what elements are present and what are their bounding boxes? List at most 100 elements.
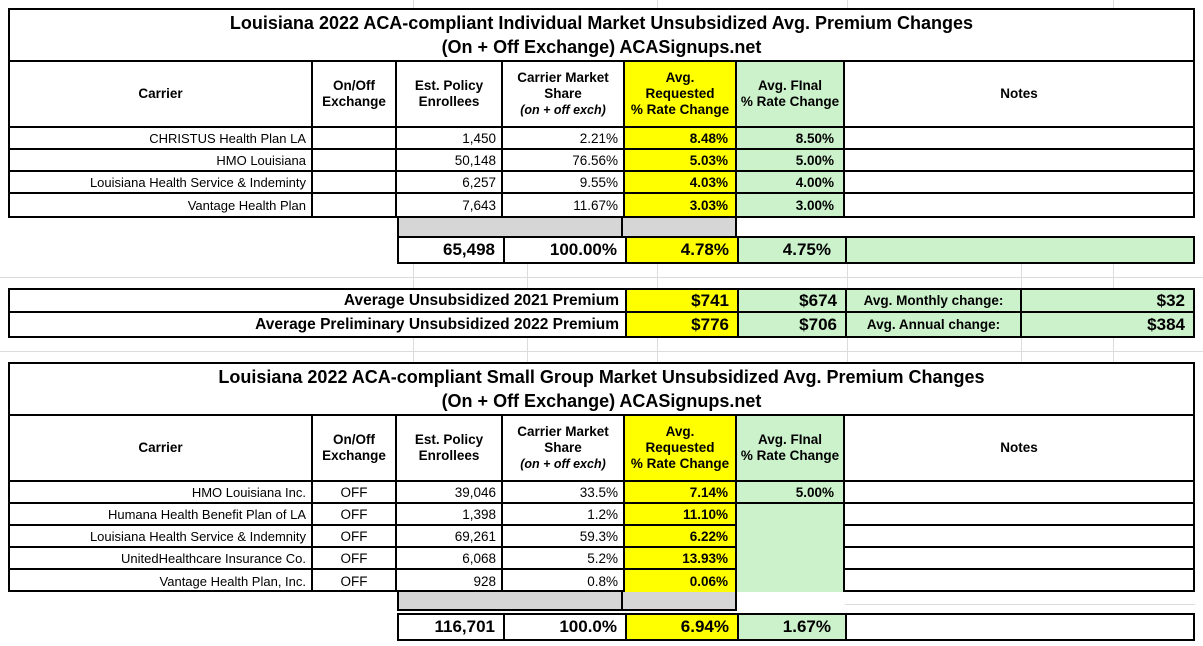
share-cell[interactable]: 9.55% (503, 172, 625, 194)
notes-cell[interactable] (845, 172, 1193, 194)
requested-cell[interactable]: 7.14% (625, 482, 737, 504)
spacer-cell[interactable] (399, 592, 623, 609)
individual-market-title[interactable]: Louisiana 2022 ACA-compliant Individual … (10, 10, 1193, 62)
carrier-cell[interactable]: UnitedHealthcare Insurance Co. (10, 548, 313, 570)
carrier-cell[interactable]: Louisiana Health Service & Indemnity (10, 526, 313, 548)
requested-cell[interactable]: 8.48% (625, 128, 737, 150)
notes-cell[interactable] (845, 504, 1193, 526)
spacer-cell[interactable] (623, 592, 735, 609)
summary-label[interactable]: Average Unsubsidized 2021 Premium (10, 290, 625, 313)
exchange-cell[interactable]: OFF (313, 570, 397, 592)
final-cell[interactable] (737, 504, 845, 526)
exchange-cell[interactable] (313, 150, 397, 172)
enrollees-cell[interactable]: 69,261 (397, 526, 503, 548)
header-market-share[interactable]: Carrier Market Share (on + off exch) (503, 62, 625, 128)
header-market-share[interactable]: Carrier Market Share (on + off exch) (503, 416, 625, 482)
requested-cell[interactable]: 3.03% (625, 194, 737, 216)
final-cell[interactable]: 3.00% (737, 194, 845, 216)
total-notes[interactable] (845, 238, 1193, 262)
summary-change-label[interactable]: Avg. Monthly change: (845, 290, 1020, 313)
final-cell[interactable] (737, 526, 845, 548)
header-requested[interactable]: Avg. Requested % Rate Change (625, 416, 737, 482)
final-cell[interactable] (737, 548, 845, 570)
total-final[interactable]: 4.75% (737, 238, 845, 262)
final-cell[interactable]: 4.00% (737, 172, 845, 194)
exchange-cell[interactable] (313, 172, 397, 194)
header-exchange[interactable]: On/Off Exchange (313, 62, 397, 128)
total-final[interactable]: 1.67% (737, 615, 845, 639)
header-final[interactable]: Avg. FInal % Rate Change (737, 62, 845, 128)
carrier-cell[interactable]: Humana Health Benefit Plan of LA (10, 504, 313, 526)
notes-cell[interactable] (845, 570, 1193, 592)
requested-cell[interactable]: 6.22% (625, 526, 737, 548)
enrollees-cell[interactable]: 1,450 (397, 128, 503, 150)
enrollees-cell[interactable]: 1,398 (397, 504, 503, 526)
total-requested[interactable]: 6.94% (625, 615, 737, 639)
total-requested[interactable]: 4.78% (625, 238, 737, 262)
carrier-cell[interactable]: Vantage Health Plan (10, 194, 313, 216)
share-cell[interactable]: 5.2% (503, 548, 625, 570)
carrier-cell[interactable]: HMO Louisiana (10, 150, 313, 172)
enrollees-cell[interactable]: 39,046 (397, 482, 503, 504)
requested-cell[interactable]: 11.10% (625, 504, 737, 526)
spacer-cell[interactable] (623, 218, 735, 236)
final-cell[interactable]: 8.50% (737, 128, 845, 150)
requested-cell[interactable]: 5.03% (625, 150, 737, 172)
carrier-cell[interactable]: Louisiana Health Service & Indeminty (10, 172, 313, 194)
total-enrollees[interactable]: 65,498 (443, 240, 495, 259)
header-requested[interactable]: Avg. Requested % Rate Change (625, 62, 737, 128)
summary-change-value[interactable]: $384 (1020, 313, 1193, 336)
summary-change-label[interactable]: Avg. Annual change: (845, 313, 1020, 336)
share-cell[interactable]: 0.8% (503, 570, 625, 592)
small-group-title[interactable]: Louisiana 2022 ACA-compliant Small Group… (10, 364, 1193, 416)
total-notes[interactable] (845, 615, 1193, 639)
notes-cell[interactable] (845, 526, 1193, 548)
exchange-cell[interactable] (313, 194, 397, 216)
header-notes[interactable]: Notes (845, 416, 1193, 482)
requested-cell[interactable]: 4.03% (625, 172, 737, 194)
summary-final[interactable]: $706 (737, 313, 845, 336)
exchange-cell[interactable]: OFF (313, 504, 397, 526)
notes-cell[interactable] (845, 150, 1193, 172)
exchange-cell[interactable]: OFF (313, 526, 397, 548)
header-carrier[interactable]: Carrier (10, 62, 313, 128)
header-exchange[interactable]: On/Off Exchange (313, 416, 397, 482)
notes-cell[interactable] (845, 194, 1193, 216)
enrollees-cell[interactable]: 928 (397, 570, 503, 592)
requested-cell[interactable]: 13.93% (625, 548, 737, 570)
enrollees-cell[interactable]: 6,257 (397, 172, 503, 194)
final-cell[interactable] (737, 570, 845, 592)
share-cell[interactable]: 1.2% (503, 504, 625, 526)
summary-requested[interactable]: $741 (625, 290, 737, 313)
summary-label[interactable]: Average Preliminary Unsubsidized 2022 Pr… (255, 315, 619, 333)
header-notes[interactable]: Notes (845, 62, 1193, 128)
notes-cell[interactable] (845, 482, 1193, 504)
header-enrollees[interactable]: Est. Policy Enrollees (397, 62, 503, 128)
requested-cell[interactable]: 0.06% (625, 570, 737, 592)
share-cell[interactable]: 11.67% (503, 194, 625, 216)
enrollees-cell[interactable]: 50,148 (397, 150, 503, 172)
notes-cell[interactable] (845, 128, 1193, 150)
carrier-cell[interactable]: HMO Louisiana Inc. (10, 482, 313, 504)
carrier-cell[interactable]: CHRISTUS Health Plan LA (10, 128, 313, 150)
total-share[interactable]: 100.00% (503, 238, 625, 262)
share-cell[interactable]: 59.3% (503, 526, 625, 548)
enrollees-cell[interactable]: 7,643 (397, 194, 503, 216)
carrier-cell[interactable]: Vantage Health Plan, Inc. (10, 570, 313, 592)
summary-final[interactable]: $674 (737, 290, 845, 313)
exchange-cell[interactable]: OFF (313, 548, 397, 570)
exchange-cell[interactable]: OFF (313, 482, 397, 504)
total-enrollees[interactable]: 116,701 (434, 617, 495, 636)
header-carrier[interactable]: Carrier (10, 416, 313, 482)
share-cell[interactable]: 2.21% (503, 128, 625, 150)
final-cell[interactable]: 5.00% (737, 150, 845, 172)
share-cell[interactable]: 33.5% (503, 482, 625, 504)
share-cell[interactable]: 76.56% (503, 150, 625, 172)
header-enrollees[interactable]: Est. Policy Enrollees (397, 416, 503, 482)
exchange-cell[interactable] (313, 128, 397, 150)
notes-cell[interactable] (845, 548, 1193, 570)
summary-requested[interactable]: $776 (625, 313, 737, 336)
total-share[interactable]: 100.0% (503, 615, 625, 639)
enrollees-cell[interactable]: 6,068 (397, 548, 503, 570)
summary-change-value[interactable]: $32 (1020, 290, 1193, 313)
